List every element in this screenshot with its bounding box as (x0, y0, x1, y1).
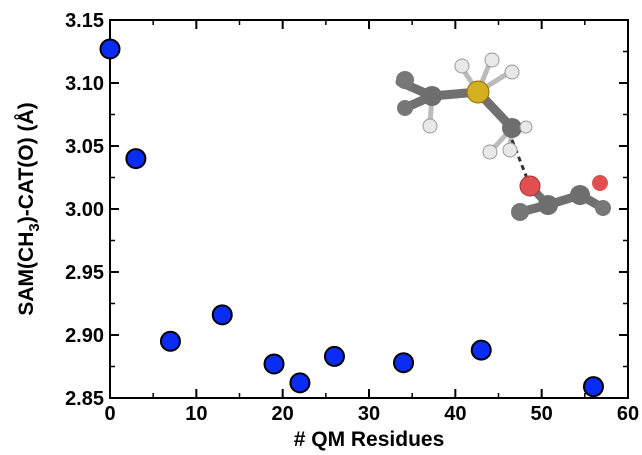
x-tick-label: 0 (104, 403, 115, 425)
data-point (99, 38, 121, 60)
y-tick-label: 2.90 (65, 325, 104, 347)
molecule-inset-image (395, 52, 611, 221)
y-tick-label: 2.85 (65, 388, 104, 410)
data-point (263, 353, 285, 375)
y-axis-title: SAM(CH3)-CAT(O) (Å) (14, 102, 43, 315)
x-tick-label: 20 (272, 403, 294, 425)
data-point (159, 330, 181, 352)
y-tick-label: 2.95 (65, 262, 104, 284)
y-axis-title-subscript: 3 (26, 223, 43, 231)
y-tick-label: 3.10 (65, 73, 104, 95)
x-axis-title: # QM Residues (294, 428, 445, 451)
data-point (323, 345, 345, 367)
data-point (211, 304, 233, 326)
y-tick-label: 3.00 (65, 199, 104, 221)
data-point (393, 352, 415, 374)
y-tick-label: 3.15 (65, 10, 104, 32)
data-point (125, 148, 147, 170)
x-tick-label: 30 (358, 403, 380, 425)
y-tick-label: 3.05 (65, 136, 104, 158)
x-tick-label: 50 (531, 403, 553, 425)
y-axis-title-part: SAM(CH (15, 232, 38, 316)
x-tick-label: 10 (185, 403, 207, 425)
y-axis-title-part: )-CAT(O) (Å) (14, 102, 38, 223)
x-tick-label: 60 (617, 403, 639, 425)
data-point (582, 376, 604, 398)
x-tick-label: 40 (444, 403, 466, 425)
data-point (289, 372, 311, 394)
data-point (470, 339, 492, 361)
